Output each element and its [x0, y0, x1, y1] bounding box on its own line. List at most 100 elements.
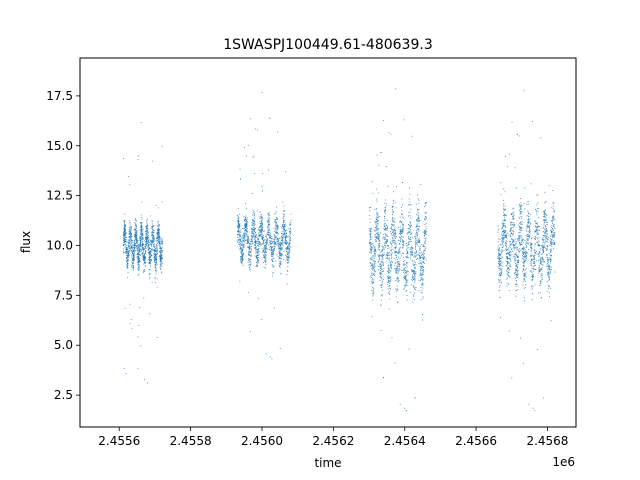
data-point	[122, 244, 124, 245]
data-point	[133, 257, 135, 258]
data-point	[374, 246, 376, 248]
data-point	[241, 251, 243, 253]
data-point	[288, 246, 290, 248]
data-point	[418, 226, 420, 227]
data-point	[393, 241, 395, 243]
data-point	[263, 242, 264, 244]
data-point	[256, 255, 257, 257]
data-point	[283, 221, 285, 223]
data-point	[136, 249, 138, 251]
data-point	[125, 246, 127, 248]
data-point	[273, 239, 275, 240]
data-point	[542, 239, 544, 241]
data-point	[244, 226, 246, 227]
data-point	[257, 244, 258, 246]
data-point	[394, 243, 395, 245]
data-point	[153, 246, 155, 248]
data-point	[149, 260, 150, 262]
data-point	[241, 249, 243, 251]
data-point	[242, 253, 244, 255]
data-point	[259, 242, 261, 243]
data-point	[425, 237, 427, 239]
data-point	[137, 274, 139, 276]
data-point	[407, 251, 409, 253]
data-point	[148, 256, 150, 258]
data-point	[411, 247, 413, 249]
data-point	[421, 268, 423, 269]
data-point	[134, 245, 136, 247]
data-point	[277, 237, 279, 239]
data-point	[141, 225, 142, 226]
data-point	[136, 245, 137, 247]
data-point	[278, 245, 280, 247]
data-point	[263, 249, 265, 251]
data-point	[127, 259, 128, 261]
data-point	[279, 244, 281, 245]
data-point	[144, 254, 145, 255]
data-point	[376, 200, 378, 202]
data-point	[159, 237, 161, 239]
data-point	[151, 241, 152, 243]
data-point	[385, 228, 387, 230]
data-point	[133, 242, 135, 244]
data-point	[257, 239, 259, 241]
data-point	[503, 208, 504, 210]
data-point	[390, 243, 392, 245]
data-point	[154, 254, 155, 255]
data-point	[130, 232, 131, 234]
data-point	[153, 231, 155, 233]
data-point	[147, 246, 149, 248]
data-point	[516, 241, 518, 243]
data-point	[130, 250, 132, 252]
data-point	[374, 253, 376, 254]
data-point	[413, 264, 415, 266]
data-point	[139, 237, 141, 239]
data-point	[254, 241, 256, 243]
data-point	[402, 225, 404, 227]
data-point	[125, 373, 127, 374]
data-point	[146, 245, 148, 247]
data-point	[149, 263, 151, 264]
data-point	[139, 249, 141, 251]
data-point	[248, 237, 250, 239]
data-point	[406, 271, 408, 273]
data-point	[380, 272, 381, 274]
data-point	[374, 222, 376, 224]
data-point	[533, 266, 535, 267]
data-point	[377, 212, 379, 214]
data-point	[158, 228, 160, 230]
data-point	[241, 237, 242, 239]
data-point	[404, 286, 406, 288]
data-point	[281, 233, 282, 234]
data-point	[256, 262, 258, 263]
data-point	[408, 215, 409, 217]
data-point	[515, 187, 517, 189]
data-point	[377, 228, 379, 229]
data-point	[140, 238, 142, 240]
data-point	[140, 214, 142, 216]
data-point	[414, 397, 416, 399]
data-point	[142, 253, 143, 255]
data-point	[245, 203, 246, 204]
data-point	[251, 234, 253, 236]
data-point	[275, 224, 277, 226]
data-point	[400, 220, 401, 222]
data-point	[239, 234, 241, 236]
data-point	[261, 225, 263, 227]
data-point	[542, 261, 544, 263]
data-point	[155, 238, 157, 240]
data-point	[133, 259, 134, 261]
data-point	[402, 226, 404, 228]
data-point	[156, 244, 158, 246]
data-point	[402, 247, 404, 249]
data-point	[394, 252, 396, 254]
data-point	[289, 222, 291, 223]
data-point	[419, 247, 420, 249]
data-point	[378, 255, 380, 257]
data-point	[258, 244, 260, 246]
data-point	[133, 247, 135, 249]
data-point	[135, 239, 137, 241]
data-point	[379, 257, 380, 259]
data-point	[423, 270, 425, 272]
data-point	[519, 239, 521, 241]
